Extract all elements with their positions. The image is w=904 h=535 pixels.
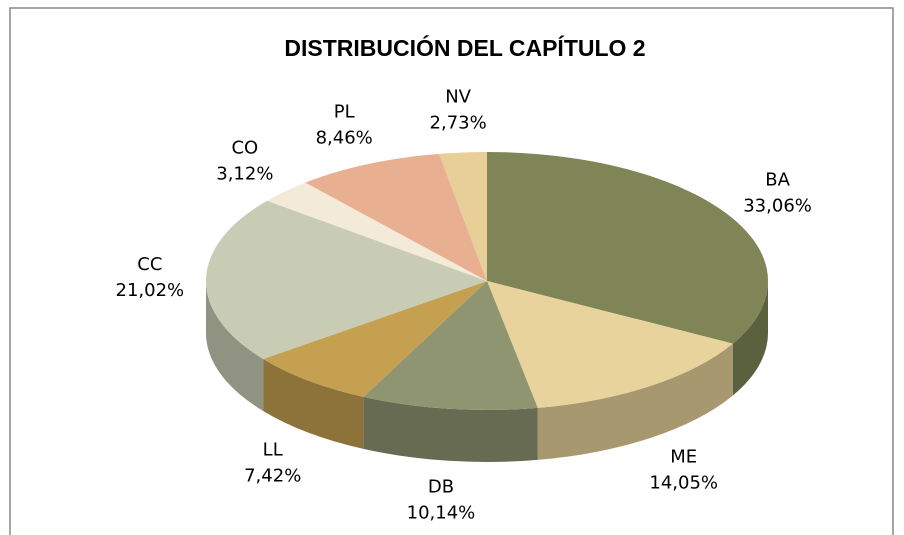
slice-side xyxy=(363,396,538,463)
slice-value: 14,05% xyxy=(649,472,718,493)
slice xyxy=(363,281,538,410)
slice xyxy=(487,152,768,344)
slice-side xyxy=(263,358,364,449)
slice-name: NV xyxy=(445,86,471,107)
slice xyxy=(263,281,487,397)
slice-name: LL xyxy=(263,439,283,460)
slice-value: 33,06% xyxy=(743,196,812,217)
slice-name: BA xyxy=(765,170,790,191)
slice-value: 2,73% xyxy=(430,112,487,133)
slice-value: 3,12% xyxy=(216,163,273,184)
slice-side xyxy=(537,343,733,460)
slice-side xyxy=(732,281,768,396)
slice-name: PL xyxy=(334,102,355,123)
slice-side xyxy=(206,281,264,411)
slice-value: 10,14% xyxy=(407,503,476,524)
slice xyxy=(305,153,487,281)
slice-name: ME xyxy=(670,446,697,467)
slice-value: 21,02% xyxy=(116,280,185,301)
slice-value: 7,42% xyxy=(244,465,301,486)
slice-value: 8,46% xyxy=(316,128,373,149)
slice xyxy=(487,281,733,408)
slice xyxy=(205,200,487,359)
slice-name: CO xyxy=(231,137,258,158)
chart-title: DISTRIBUCIÓN DEL CAPÍTULO 2 xyxy=(284,34,645,61)
slice-name: CC xyxy=(137,254,162,275)
slice xyxy=(267,182,487,281)
slice-name: DB xyxy=(428,477,454,498)
slice xyxy=(439,152,487,281)
